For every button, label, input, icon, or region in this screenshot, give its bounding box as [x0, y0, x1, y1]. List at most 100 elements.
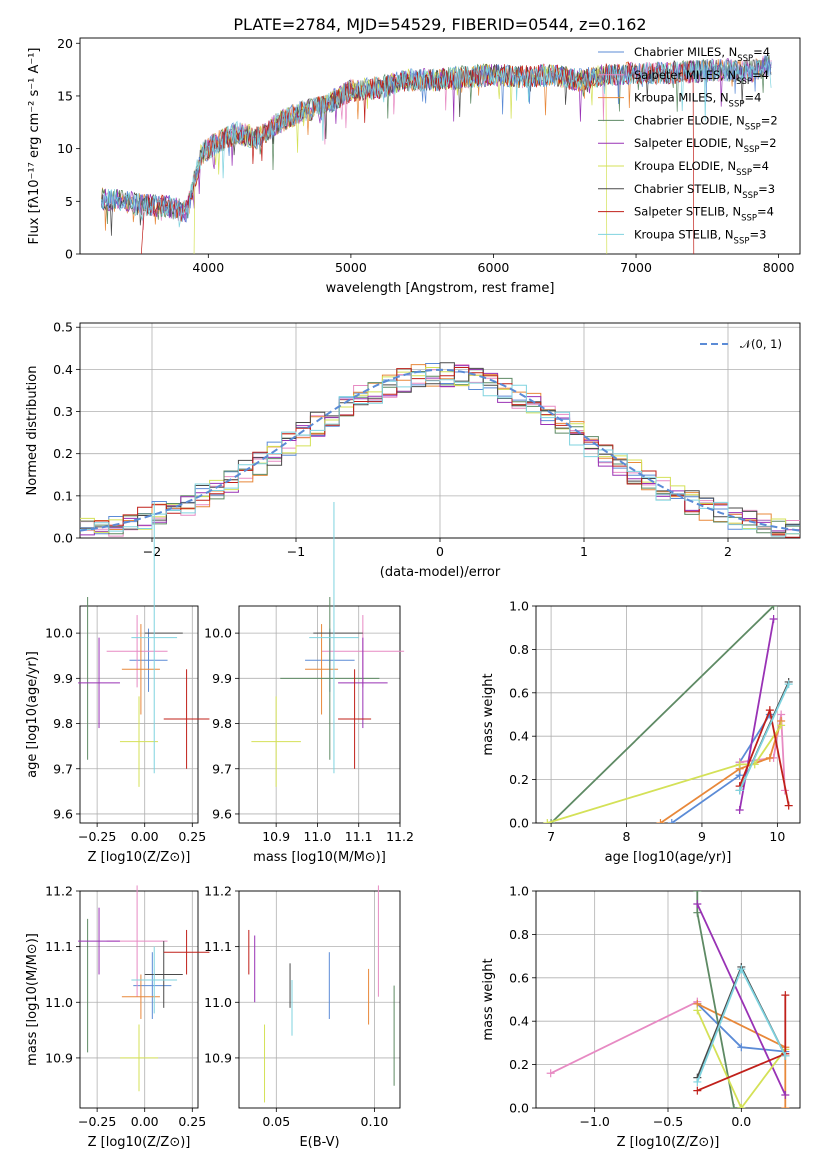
y-tick-label: 0.4	[53, 362, 73, 377]
x-tick-label: 10	[769, 829, 785, 844]
weight-marker	[737, 965, 746, 974]
x-tick-label: 11.0	[304, 829, 332, 844]
y-tick-label: 0.4	[509, 1014, 529, 1029]
error-bar-point	[163, 669, 210, 769]
error-bar-point	[309, 502, 359, 774]
error-bar-point	[131, 946, 178, 1014]
y-tick-label: 0.0	[509, 816, 529, 831]
y-tick-label: 0.8	[509, 927, 529, 942]
weight-marker	[781, 1051, 790, 1060]
error-bar-point	[280, 596, 380, 760]
histogram-series	[80, 372, 800, 537]
x-tick-label: 6000	[478, 260, 510, 275]
x-tick-label: 0.10	[361, 1114, 389, 1129]
weight-marker	[735, 805, 744, 814]
y-tick-label: 0.3	[53, 404, 73, 419]
axes-frame	[79, 890, 199, 1109]
histogram-series	[80, 365, 800, 536]
weight-series-line	[696, 903, 787, 1096]
x-axis-label: (data-model)/error	[380, 565, 501, 580]
legend-label: Chabrier ELODIE, NSSP=2	[634, 113, 778, 132]
error-bar-point	[163, 929, 210, 975]
y-tick-label: 5	[65, 194, 73, 209]
x-tick-label: −0.25	[78, 1114, 116, 1129]
weight-marker	[730, 1104, 738, 1108]
x-axis-label: Z [log10(Z/Z⊙)]	[88, 1135, 191, 1150]
weight-marker	[547, 819, 556, 823]
axes-frame	[79, 605, 199, 824]
weight-marker	[765, 706, 774, 715]
y-tick-label: 9.7	[53, 761, 73, 776]
weight-marker	[693, 1077, 702, 1086]
x-tick-label: 8000	[763, 260, 795, 275]
figure-title: PLATE=2784, MJD=54529, FIBERID=0544, z=0…	[233, 15, 646, 34]
y-tick-label: 10.9	[45, 1050, 73, 1065]
weight-series-line	[671, 714, 771, 823]
error-bar-point	[251, 696, 301, 787]
legend-label: 𝒩(0, 1)	[740, 337, 782, 351]
y-tick-label: 0.2	[53, 446, 73, 461]
weight-marker	[781, 1104, 790, 1108]
x-tick-label: −1	[287, 544, 305, 559]
legend-label: Salpeter ELODIE, NSSP=2	[634, 136, 777, 155]
y-tick-label: 0.1	[53, 488, 73, 503]
weight-marker	[543, 819, 552, 823]
x-tick-label: 11.1	[345, 829, 373, 844]
y-tick-label: 0.2	[509, 1057, 529, 1072]
x-tick-label: −0.5	[653, 1114, 683, 1129]
weight-marker	[693, 1086, 702, 1095]
x-tick-label: 7000	[620, 260, 652, 275]
y-axis-label: age [log10(age/yr)]	[25, 651, 40, 778]
x-axis-label: wavelength [Angstrom, rest frame]	[326, 281, 555, 296]
x-axis-label: age [log10(age/yr)]	[605, 850, 732, 865]
y-tick-label: 9.9	[212, 671, 232, 686]
y-tick-label: 10.9	[204, 1050, 232, 1065]
weight-marker	[784, 680, 793, 689]
y-tick-label: 0.0	[53, 531, 73, 546]
error-bar-point	[121, 624, 160, 715]
x-tick-label: 0.05	[262, 1114, 290, 1129]
y-tick-label: 9.6	[53, 806, 73, 821]
weight-series-line	[550, 606, 775, 823]
weight-marker	[784, 801, 793, 810]
y-tick-label: 11.2	[204, 884, 232, 899]
x-tick-label: 7	[547, 829, 555, 844]
error-bar-point	[129, 628, 168, 692]
weight-marker	[693, 908, 702, 917]
histogram-group	[80, 362, 800, 538]
weight-series-line	[547, 724, 782, 823]
axes-frame	[535, 605, 801, 824]
x-tick-label: 0.25	[178, 1114, 206, 1129]
weight-series-line	[550, 1000, 698, 1075]
weight-marker	[656, 819, 665, 823]
y-tick-label: 0.4	[509, 729, 529, 744]
weight-marker	[781, 1090, 790, 1099]
y-tick-label: 1.0	[509, 599, 529, 614]
y-axis-label: Flux [fλ10⁻¹⁷ erg cm⁻² s⁻¹ A⁻¹]	[27, 48, 42, 245]
axes-frame	[535, 890, 801, 1109]
y-tick-label: 11.0	[204, 995, 232, 1010]
y-tick-label: 11.2	[45, 884, 73, 899]
x-tick-label: 5000	[335, 260, 367, 275]
legend-label: Kroupa STELIB, NSSP=3	[634, 227, 766, 246]
x-tick-label: 9	[698, 829, 706, 844]
error-bar-point	[131, 502, 178, 774]
normal-reference-curve	[79, 368, 801, 532]
weight-marker	[667, 819, 676, 823]
spectrum-series-line	[101, 58, 772, 228]
x-tick-label: 10.9	[262, 829, 290, 844]
error-bar-point	[106, 615, 168, 688]
weight-marker	[777, 721, 786, 730]
weight-marker	[735, 760, 744, 769]
weight-marker	[737, 1104, 746, 1108]
weight-marker	[769, 606, 778, 610]
y-tick-label: 10	[57, 141, 73, 156]
y-tick-label: 10.0	[204, 626, 232, 641]
x-tick-label: 11.2	[386, 829, 414, 844]
error-bar-point	[338, 669, 372, 769]
y-tick-label: 0	[65, 247, 73, 262]
y-tick-label: 1.0	[509, 884, 529, 899]
weight-marker	[693, 891, 702, 895]
y-tick-label: 0.5	[53, 320, 73, 335]
error-bar-point	[144, 941, 183, 1008]
